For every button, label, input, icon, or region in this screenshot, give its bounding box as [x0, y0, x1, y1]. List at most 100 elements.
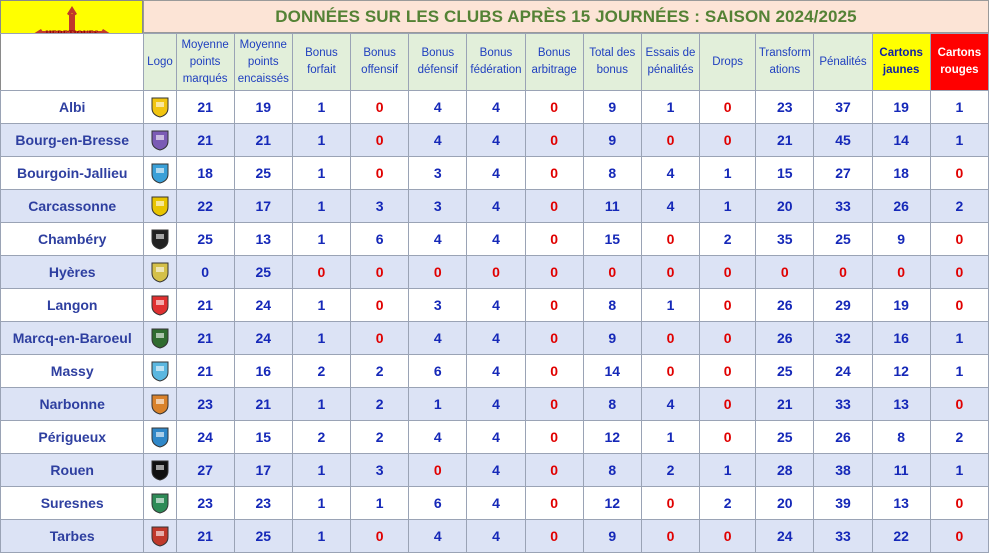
cell-bonus-total: 9	[582, 519, 642, 553]
cell-bonus-refereeing: 0	[524, 453, 584, 487]
table-row: Albi 21 19 1 0 4 4 0 9 1 0 23 37 19 1	[0, 90, 989, 124]
cell-drops: 0	[699, 387, 757, 421]
cell-bonus-federation: 4	[466, 519, 526, 553]
cell-bonus-offensive: 2	[350, 420, 410, 454]
cell-bonus-forfeit: 1	[291, 387, 352, 421]
header-bonus-federation: Bonus fédération	[466, 33, 526, 91]
cell-bonus-federation: 4	[466, 321, 526, 355]
cell-avg-points-scored: 18	[175, 156, 235, 190]
cell-bonus-defensive: 3	[408, 288, 468, 322]
cell-bonus-forfeit: 1	[291, 453, 352, 487]
club-logo-cell	[143, 420, 177, 454]
cell-bonus-offensive: 0	[350, 123, 410, 157]
cell-conversions: 0	[755, 255, 815, 289]
table-row: Tarbes 21 25 1 0 4 4 0 9 0 0 24 33 22 0	[0, 519, 989, 553]
club-name: Bourg-en-Bresse	[0, 123, 145, 157]
cell-bonus-offensive: 2	[350, 387, 410, 421]
cell-bonus-refereeing: 0	[524, 486, 584, 520]
cell-bonus-defensive: 6	[408, 486, 468, 520]
club-name: Rouen	[0, 453, 145, 487]
cell-red-cards: 1	[929, 453, 989, 487]
cell-bonus-federation: 4	[466, 420, 526, 454]
cell-penalties: 27	[813, 156, 873, 190]
cell-bonus-refereeing: 0	[524, 123, 584, 157]
cell-penalties: 24	[813, 354, 873, 388]
cell-bonus-defensive: 6	[408, 354, 468, 388]
bourg-en-bresse-logo-icon	[151, 130, 169, 151]
cell-bonus-offensive: 3	[350, 453, 410, 487]
cell-penalty-tries: 0	[640, 486, 701, 520]
club-name: Hyères	[0, 255, 145, 289]
table-row: Narbonne 23 21 1 2 1 4 0 8 4 0 21 33 13 0	[0, 387, 989, 421]
cell-bonus-total: 8	[582, 453, 642, 487]
cell-bonus-refereeing: 0	[524, 288, 584, 322]
cell-penalties: 26	[813, 420, 873, 454]
club-logo-cell	[143, 453, 177, 487]
massy-logo-icon	[151, 361, 169, 382]
cell-avg-points-conceded: 25	[233, 519, 293, 553]
cell-yellow-cards: 14	[871, 123, 931, 157]
cell-bonus-defensive: 4	[408, 123, 468, 157]
cell-bonus-refereeing: 0	[524, 222, 584, 256]
cell-bonus-defensive: 0	[408, 453, 468, 487]
cell-avg-points-scored: 27	[175, 453, 235, 487]
cell-bonus-offensive: 3	[350, 189, 410, 223]
cell-red-cards: 0	[929, 486, 989, 520]
cell-drops: 0	[699, 90, 757, 124]
langon-logo-icon	[151, 295, 169, 316]
cell-yellow-cards: 16	[871, 321, 931, 355]
cell-conversions: 21	[755, 123, 815, 157]
carcassonne-logo-icon	[151, 196, 169, 217]
cell-bonus-defensive: 0	[408, 255, 468, 289]
cell-conversions: 21	[755, 387, 815, 421]
cell-bonus-federation: 0	[466, 255, 526, 289]
cell-penalty-tries: 0	[640, 321, 701, 355]
cell-drops: 1	[699, 189, 757, 223]
cell-bonus-total: 12	[582, 420, 642, 454]
cell-bonus-offensive: 0	[350, 519, 410, 553]
table-row: Massy 21 16 2 2 6 4 0 14 0 0 25 24 12 1	[0, 354, 989, 388]
header-avg-points-scored: Moyenne points marqués	[175, 33, 235, 91]
club-logo-cell	[143, 354, 177, 388]
cell-penalty-tries: 0	[640, 519, 701, 553]
cell-bonus-total: 8	[582, 156, 642, 190]
club-name: Narbonne	[0, 387, 145, 421]
cell-bonus-forfeit: 2	[291, 354, 352, 388]
cell-avg-points-conceded: 23	[233, 486, 293, 520]
cell-drops: 0	[699, 519, 757, 553]
cell-red-cards: 2	[929, 189, 989, 223]
club-logo-cell	[143, 90, 177, 124]
cell-bonus-federation: 4	[466, 288, 526, 322]
cell-penalty-tries: 4	[640, 189, 701, 223]
header-red-cards: Cartons rouges	[929, 33, 989, 91]
club-logo-cell	[143, 123, 177, 157]
cell-avg-points-scored: 21	[175, 123, 235, 157]
cell-bonus-federation: 4	[466, 90, 526, 124]
cell-penalties: 38	[813, 453, 873, 487]
cell-penalties: 0	[813, 255, 873, 289]
cell-conversions: 23	[755, 90, 815, 124]
cell-bonus-refereeing: 0	[524, 354, 584, 388]
cell-avg-points-conceded: 19	[233, 90, 293, 124]
cell-bonus-defensive: 1	[408, 387, 468, 421]
header-bonus-defensive: Bonus défensif	[408, 33, 468, 91]
header-bonus-total: Total des bonus	[582, 33, 642, 91]
cell-drops: 0	[699, 123, 757, 157]
cell-bonus-forfeit: 1	[291, 486, 352, 520]
cell-bonus-refereeing: 0	[524, 156, 584, 190]
cell-red-cards: 2	[929, 420, 989, 454]
page-title: DONNÉES SUR LES CLUBS APRÈS 15 JOURNÉES …	[143, 0, 989, 33]
header-drops: Drops	[699, 33, 757, 91]
cell-bonus-forfeit: 2	[291, 420, 352, 454]
cell-bonus-offensive: 2	[350, 354, 410, 388]
cell-penalty-tries: 0	[640, 354, 701, 388]
cell-conversions: 24	[755, 519, 815, 553]
cell-bonus-federation: 4	[466, 453, 526, 487]
perigueux-logo-icon	[151, 427, 169, 448]
club-logo-cell	[143, 486, 177, 520]
cell-bonus-federation: 4	[466, 354, 526, 388]
cell-avg-points-conceded: 16	[233, 354, 293, 388]
cell-drops: 1	[699, 156, 757, 190]
cell-avg-points-conceded: 24	[233, 288, 293, 322]
cell-red-cards: 0	[929, 387, 989, 421]
